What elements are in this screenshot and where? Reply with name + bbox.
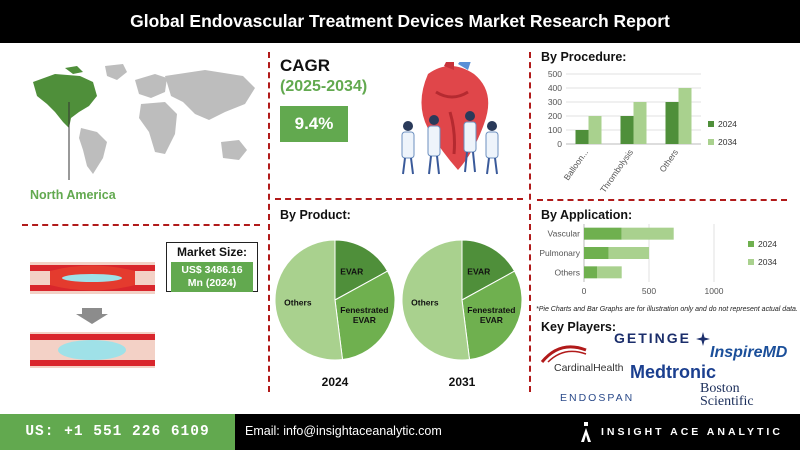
bar-2034 (588, 116, 602, 144)
pie-label: EVAR (340, 267, 363, 277)
pie-label: Fenestrated EVAR (340, 305, 388, 325)
heart-doctors-illustration-icon (401, 62, 499, 175)
y-tick-label: 0 (557, 139, 562, 149)
logo-endospan: ENDOSPAN (560, 392, 635, 404)
world-map-icon (33, 64, 255, 180)
divider (268, 52, 270, 392)
bar-2024 (584, 227, 622, 240)
bar-2024 (620, 116, 634, 144)
application-title: By Application: (541, 208, 633, 222)
pie-slice-fenestrated-evar (461, 270, 523, 361)
legend-label: 2024 (758, 239, 777, 249)
x-tick-label: Others (657, 147, 680, 174)
x-tick-label: 500 (642, 286, 656, 296)
disclaimer-note: *Pie Charts and Bar Graphs are for illus… (536, 306, 798, 313)
pie-label: Others (284, 297, 312, 307)
pie-slice-evar (334, 239, 389, 301)
legend-swatch (708, 139, 714, 145)
pie-label: Others (411, 297, 439, 307)
bar-2024 (575, 130, 589, 144)
cardinal-health-swoosh-icon (540, 345, 587, 363)
x-tick-label: Balloon... (562, 147, 591, 182)
x-tick-label: 1000 (705, 286, 724, 296)
y-tick-label: Pulmonary (539, 248, 580, 258)
logo-medtronic: Medtronic (630, 362, 717, 382)
footer-bar: Email: info@insightaceanalytic.com INSIG… (235, 414, 800, 450)
pie-slice-others (274, 239, 344, 361)
x-tick-label: Thrombolysis (598, 147, 635, 194)
pie-year-label: 2031 (449, 375, 476, 389)
cagr-value: 9.4% (280, 106, 348, 142)
y-tick-label: 400 (548, 83, 562, 93)
pie-label: EVAR (467, 267, 490, 277)
footer-phone: US: +1 551 226 6109 (0, 414, 235, 450)
y-tick-label: Others (554, 267, 580, 277)
artery-illustration-icon (30, 262, 155, 368)
insight-ace-logo-icon (581, 422, 591, 442)
x-tick-label: 0 (582, 286, 587, 296)
cagr-period: (2025-2034) (280, 78, 368, 95)
legend-label: 2024 (718, 119, 737, 129)
region-label: North America (30, 188, 116, 202)
y-tick-label: 100 (548, 125, 562, 135)
y-tick-label: 300 (548, 97, 562, 107)
pie-year-label: 2024 (322, 375, 349, 389)
getinge-star-icon (696, 332, 710, 346)
bar-2024 (584, 247, 609, 259)
footer-brand: INSIGHT ACE ANALYTIC (601, 426, 783, 438)
bar-2034 (633, 102, 647, 144)
pie-slice-fenestrated-evar (334, 270, 396, 361)
bar-2024 (584, 266, 597, 279)
procedure-title: By Procedure: (541, 50, 627, 64)
cagr-label: CAGR (280, 56, 331, 75)
logo-cardinal-health: CardinalHealth (554, 362, 624, 374)
logo-inspiremd: InspireMD (710, 344, 788, 361)
application-bar-chart: 0 500 1000 Vascular Pulmonary Others 2024 2034 (539, 224, 777, 296)
market-size-label: Market Size: (176, 245, 248, 259)
divider (529, 52, 531, 392)
bar-2034 (621, 227, 674, 240)
page-title: Global Endovascular Treatment Devices Ma… (0, 0, 800, 43)
product-title: By Product: (280, 208, 351, 222)
pie-slice-evar (461, 239, 516, 301)
divider (537, 199, 787, 201)
pie-slice-others (401, 239, 471, 361)
bar-2024 (665, 102, 679, 144)
market-size-value: US$ 3486.16 Mn (2024) (171, 262, 253, 292)
logo-getinge: GETINGE (614, 330, 692, 346)
legend-swatch (748, 241, 754, 247)
y-tick-label: Vascular (548, 229, 581, 239)
legend-swatch (748, 259, 754, 265)
pie-label: Fenestrated EVAR (467, 305, 515, 325)
market-size-box: Market Size: US$ 3486.16 Mn (2024) (166, 242, 258, 292)
procedure-bar-chart: 0 100 200 300 400 500 Balloon... Thrombolysis Ot… (548, 69, 737, 195)
bar-2034 (608, 247, 649, 259)
legend-label: 2034 (718, 137, 737, 147)
footer-email: Email: info@insightaceanalytic.com (245, 424, 442, 438)
bar-2034 (678, 88, 692, 144)
legend-swatch (708, 121, 714, 127)
y-tick-label: 500 (548, 69, 562, 79)
bar-2034 (597, 266, 622, 279)
divider (22, 224, 260, 226)
divider (275, 198, 523, 200)
logo-boston-scientific: Boston Scientific (700, 381, 754, 409)
legend-label: 2034 (758, 257, 777, 267)
key-players-title: Key Players: (541, 320, 617, 334)
y-tick-label: 200 (548, 111, 562, 121)
product-pie-charts: EVAR Fenestrated EVAR Others 2024 EVAR Fenestr… (274, 239, 523, 389)
